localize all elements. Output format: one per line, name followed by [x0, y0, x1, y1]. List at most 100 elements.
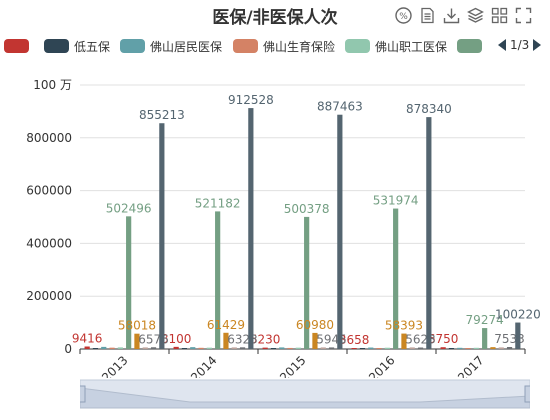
- stack-icon[interactable]: [466, 6, 484, 24]
- legend-label: 佛山职工医保: [375, 39, 448, 54]
- bar: [173, 346, 179, 349]
- bar: [368, 347, 374, 349]
- zoom-end-handle[interactable]: [524, 385, 530, 403]
- bar-chart: 0 200000 400000 600000 800000 100 万 2013 2014 20…: [26, 78, 541, 378]
- x-tick-label: 2013: [99, 353, 130, 378]
- bar: [351, 348, 357, 349]
- legend-label: 低五保: [74, 39, 111, 54]
- data-label: 878340: [406, 102, 452, 116]
- legend-swatch: [345, 39, 370, 53]
- bar: [482, 328, 488, 349]
- bar: [142, 347, 148, 349]
- data-zoom-slider[interactable]: [80, 378, 530, 412]
- bar: [515, 322, 521, 349]
- data-label: 58018: [118, 319, 156, 333]
- bar: [498, 347, 504, 349]
- bar: [198, 347, 204, 349]
- data-view-icon[interactable]: [418, 6, 436, 24]
- bar: [109, 347, 115, 349]
- bar: [328, 347, 335, 349]
- percent-icon[interactable]: %: [394, 6, 412, 24]
- data-label: 5230: [250, 333, 281, 347]
- grid-icon[interactable]: [490, 6, 508, 24]
- save-image-icon[interactable]: [442, 6, 460, 24]
- legend-swatch: [44, 39, 69, 53]
- bar: [248, 108, 254, 349]
- chevron-right-icon[interactable]: [533, 39, 542, 51]
- bar: [223, 332, 229, 349]
- y-tick-label: 200000: [26, 289, 72, 303]
- data-label: 100220: [495, 308, 541, 322]
- legend-item[interactable]: [457, 38, 487, 54]
- legend-swatch: [120, 39, 145, 53]
- bar: [448, 348, 455, 349]
- data-label: 3658: [339, 333, 370, 347]
- bar: [150, 347, 157, 349]
- x-tick-label: 2015: [277, 353, 308, 378]
- bar: [101, 346, 107, 349]
- bar: [417, 347, 424, 349]
- fullscreen-icon[interactable]: [514, 6, 532, 24]
- data-label: 61429: [207, 318, 245, 332]
- zoom-start-handle[interactable]: [80, 385, 86, 403]
- bar: [239, 347, 246, 349]
- y-tick-label: 100 万: [33, 78, 72, 92]
- chevron-left-icon[interactable]: [498, 39, 506, 51]
- bar: [295, 347, 301, 349]
- toolbox: %: [394, 6, 532, 24]
- bar: [426, 117, 432, 349]
- bar: [262, 347, 268, 349]
- bar: [134, 333, 140, 349]
- y-tick-label: 0: [64, 342, 72, 356]
- bar: [359, 348, 366, 349]
- bar: [181, 348, 188, 349]
- y-tick-label: 800000: [26, 131, 72, 145]
- bar: [159, 123, 165, 349]
- data-label: 855213: [139, 108, 185, 122]
- bar: [506, 347, 513, 349]
- legend-label: 佛山生育保险: [263, 39, 336, 54]
- legend-page-indicator: 1/3: [510, 38, 530, 52]
- legend-swatch: [4, 39, 29, 53]
- legend-item[interactable]: 佛山生育保险: [233, 38, 335, 54]
- data-label: 502496: [106, 201, 152, 215]
- data-label: 887463: [317, 100, 363, 114]
- y-tick-label: 400000: [26, 236, 72, 250]
- x-tick-label: 2016: [366, 353, 397, 378]
- bar: [279, 347, 285, 349]
- bar: [384, 347, 390, 349]
- data-label: 531974: [373, 194, 419, 208]
- chart-title: 医保/非医保人次: [212, 8, 338, 28]
- bar: [304, 216, 310, 349]
- data-label: 6750: [428, 332, 459, 346]
- data-label: 60980: [296, 318, 334, 332]
- data-label: 912528: [228, 93, 274, 107]
- bar: [206, 347, 212, 349]
- bar: [401, 333, 407, 349]
- bar: [270, 348, 277, 349]
- bar: [409, 347, 415, 349]
- legend-item[interactable]: [4, 38, 34, 54]
- bar: [84, 346, 90, 349]
- zoom-preview-shadow: [80, 387, 530, 409]
- bar: [490, 347, 496, 349]
- bar: [465, 348, 471, 349]
- legend-label: 佛山居民医保: [150, 39, 223, 54]
- data-label: 8100: [161, 332, 192, 346]
- bar: [376, 347, 382, 349]
- data-label: 521182: [195, 196, 241, 210]
- legend-item[interactable]: 佛山居民医保: [120, 38, 222, 54]
- legend-item[interactable]: 佛山职工医保: [345, 38, 447, 54]
- data-label: 58393: [385, 319, 423, 333]
- bar: [312, 332, 318, 349]
- bar: [393, 208, 399, 349]
- legend-item[interactable]: 低五保: [44, 38, 110, 54]
- bar: [215, 211, 221, 349]
- bar: [117, 347, 123, 349]
- bar: [190, 347, 196, 349]
- data-label: 9416: [72, 332, 103, 346]
- bar: [92, 348, 99, 349]
- data-label: 500378: [284, 202, 330, 216]
- bar: [126, 216, 132, 349]
- y-tick-label: 600000: [26, 184, 72, 198]
